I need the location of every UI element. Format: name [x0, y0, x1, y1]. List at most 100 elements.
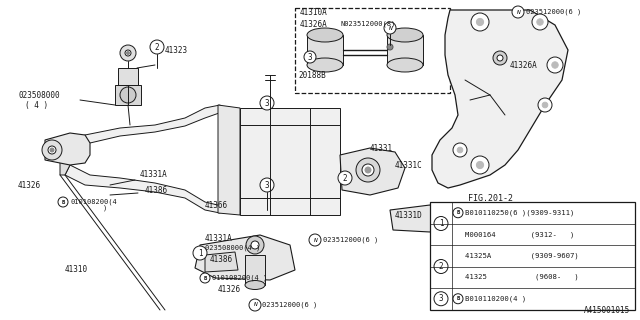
Circle shape	[150, 40, 164, 54]
Text: 1: 1	[438, 219, 444, 228]
Text: 1: 1	[198, 249, 202, 258]
Text: 41331: 41331	[370, 143, 393, 153]
Circle shape	[537, 19, 543, 25]
Text: B: B	[204, 276, 207, 281]
Text: 41386: 41386	[210, 255, 233, 265]
Circle shape	[338, 171, 352, 185]
Circle shape	[246, 236, 264, 254]
Circle shape	[193, 246, 207, 260]
Circle shape	[453, 294, 463, 304]
Text: 41326: 41326	[218, 285, 241, 294]
Text: 023512000(6 ): 023512000(6 )	[262, 302, 317, 308]
Text: 41326A: 41326A	[300, 20, 328, 28]
Circle shape	[434, 260, 448, 274]
Polygon shape	[432, 10, 568, 188]
Text: 023512000(6 ): 023512000(6 )	[526, 9, 581, 15]
Circle shape	[200, 273, 210, 283]
Circle shape	[493, 51, 507, 65]
Ellipse shape	[307, 58, 343, 72]
Text: FIG.201-2: FIG.201-2	[468, 194, 513, 203]
Ellipse shape	[387, 28, 423, 42]
Text: 41366: 41366	[205, 201, 228, 210]
Polygon shape	[118, 68, 138, 85]
Polygon shape	[240, 108, 340, 215]
Text: 010108200(4: 010108200(4	[70, 199, 116, 205]
Text: 3: 3	[438, 294, 444, 303]
Text: 2: 2	[438, 262, 444, 271]
Circle shape	[120, 87, 136, 103]
Text: 2: 2	[342, 173, 348, 182]
Circle shape	[434, 292, 448, 306]
Circle shape	[58, 197, 68, 207]
Text: M000164        (9312-   ): M000164 (9312- )	[465, 231, 574, 237]
Polygon shape	[340, 148, 405, 195]
Circle shape	[362, 164, 374, 176]
Text: 3: 3	[265, 99, 269, 108]
Circle shape	[50, 148, 54, 152]
Circle shape	[42, 140, 62, 160]
Circle shape	[120, 45, 136, 61]
Circle shape	[304, 51, 316, 63]
Circle shape	[497, 55, 503, 61]
Bar	[430, 202, 635, 310]
Circle shape	[476, 19, 484, 26]
Circle shape	[384, 22, 396, 34]
Text: 41331C: 41331C	[395, 161, 423, 170]
Text: 3: 3	[308, 52, 312, 61]
Text: B010110250(6 )(9309-9311): B010110250(6 )(9309-9311)	[465, 210, 574, 216]
Circle shape	[457, 147, 463, 153]
Circle shape	[476, 161, 484, 169]
Circle shape	[387, 44, 393, 50]
Text: 41325           (9608-   ): 41325 (9608- )	[465, 274, 579, 281]
Text: ( 4 ): ( 4 )	[25, 100, 48, 109]
Circle shape	[512, 6, 524, 18]
Text: 023512000(6 ): 023512000(6 )	[323, 237, 378, 243]
Text: 3: 3	[265, 180, 269, 189]
Text: B: B	[456, 210, 460, 215]
Text: B: B	[456, 296, 460, 301]
Text: ): )	[103, 205, 108, 211]
Text: 2: 2	[155, 43, 159, 52]
Ellipse shape	[307, 28, 343, 42]
Text: 41331D: 41331D	[395, 211, 423, 220]
Polygon shape	[45, 133, 90, 165]
Circle shape	[125, 50, 131, 56]
Text: 010108200(4 ): 010108200(4 )	[212, 275, 268, 281]
Text: 20188B: 20188B	[298, 70, 326, 79]
Ellipse shape	[245, 281, 265, 290]
Circle shape	[538, 98, 552, 112]
Text: 023508000(4 ): 023508000(4 )	[205, 245, 260, 251]
Polygon shape	[60, 145, 70, 175]
Ellipse shape	[387, 58, 423, 72]
Text: 023508000: 023508000	[18, 91, 60, 100]
Text: N: N	[516, 10, 520, 14]
Circle shape	[48, 146, 56, 154]
Circle shape	[434, 217, 448, 230]
Polygon shape	[390, 205, 440, 232]
Text: B: B	[61, 199, 65, 204]
Text: 41331A: 41331A	[140, 170, 168, 179]
Polygon shape	[387, 35, 423, 65]
Text: 41325A         (9309-9607): 41325A (9309-9607)	[465, 252, 579, 259]
Circle shape	[365, 167, 371, 173]
Text: N: N	[388, 26, 392, 30]
Circle shape	[453, 143, 467, 157]
Circle shape	[547, 57, 563, 73]
Circle shape	[542, 102, 548, 108]
Circle shape	[552, 62, 558, 68]
Polygon shape	[218, 105, 240, 215]
Polygon shape	[307, 35, 343, 65]
Circle shape	[309, 234, 321, 246]
Circle shape	[260, 96, 274, 110]
Text: B010110200(4 ): B010110200(4 )	[465, 295, 526, 302]
Polygon shape	[115, 85, 141, 105]
Circle shape	[471, 156, 489, 174]
Text: 41331A: 41331A	[205, 234, 233, 243]
FancyBboxPatch shape	[295, 8, 450, 93]
Circle shape	[453, 208, 463, 218]
Text: N023512000(8): N023512000(8)	[340, 21, 396, 27]
Polygon shape	[245, 255, 265, 285]
Text: A415001015: A415001015	[584, 306, 630, 315]
Polygon shape	[65, 105, 222, 153]
Circle shape	[260, 178, 274, 192]
